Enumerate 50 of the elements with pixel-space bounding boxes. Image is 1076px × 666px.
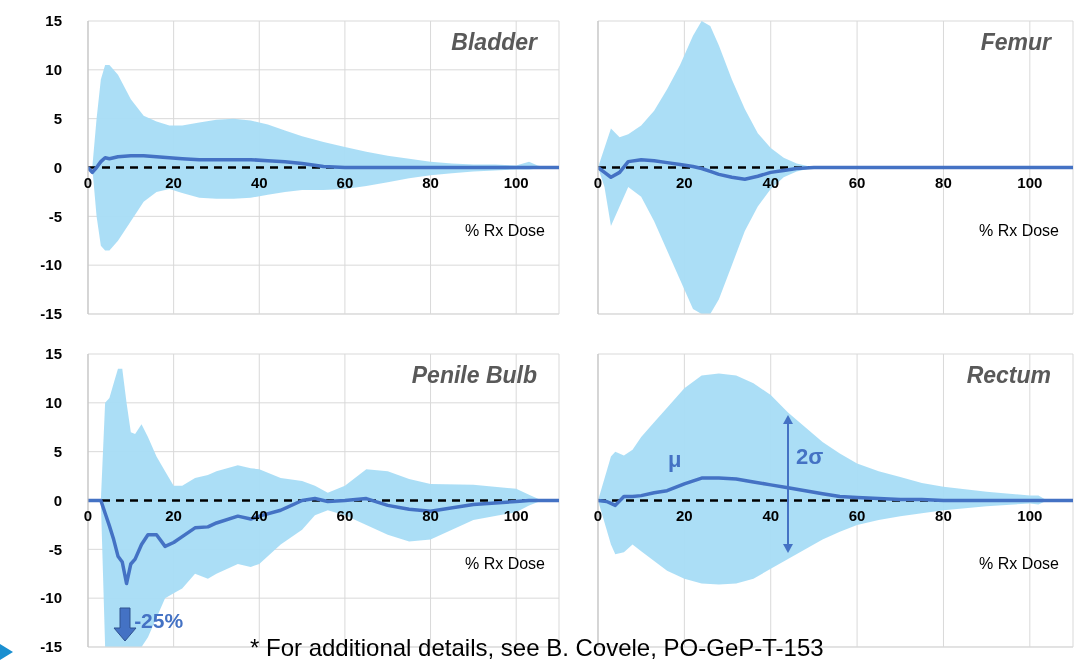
y-tick-label: 15 (45, 345, 62, 363)
x-tick-label: 80 (422, 506, 439, 524)
x-tick-label: 100 (503, 173, 529, 191)
x-tick-label: 20 (676, 506, 693, 524)
x-tick-label: 100 (1017, 173, 1043, 191)
x-tick-label: 20 (165, 173, 182, 191)
y-tick-label: 15 (45, 12, 62, 30)
chart-title: Femur (980, 29, 1051, 56)
chart-title: Rectum (966, 362, 1051, 389)
x-tick-label: 40 (762, 506, 780, 524)
x-tick-label: 0 (83, 506, 93, 524)
x-tick-label: 60 (336, 506, 354, 524)
y-tick-label: -15 (40, 305, 62, 323)
annotation: 2σ (796, 444, 824, 470)
y-tick-label: -10 (40, 256, 62, 274)
x-tick-label: 60 (336, 173, 354, 191)
x-tick-label: 20 (676, 173, 693, 191)
y-tick-label: 5 (53, 442, 62, 460)
x-axis-title: % Rx Dose (464, 222, 545, 241)
chart-title: Penile Bulb (411, 362, 537, 389)
annotation: μ (668, 447, 682, 473)
annotation: * For additional details, see B. Covele, PO-GeP-T-153 (250, 634, 824, 662)
y-tick-label: -10 (40, 589, 62, 607)
y-tick-label: 0 (53, 158, 62, 176)
x-tick-label: 40 (762, 173, 780, 191)
x-tick-label: 100 (1017, 506, 1043, 524)
x-tick-label: 60 (848, 173, 866, 191)
chart-title: Bladder (451, 29, 537, 56)
y-tick-label: 5 (53, 109, 62, 127)
y-tick-label: -5 (48, 540, 62, 558)
x-tick-label: 0 (593, 506, 603, 524)
x-tick-label: 80 (935, 173, 952, 191)
x-axis-title: % Rx Dose (978, 222, 1059, 241)
y-tick-label: 0 (53, 491, 62, 509)
x-tick-label: 40 (250, 173, 268, 191)
x-axis-title: % Rx Dose (978, 555, 1059, 574)
y-tick-label: 10 (45, 61, 62, 79)
annotation: -25% (134, 608, 184, 633)
x-tick-label: 0 (593, 173, 603, 191)
x-tick-label: 40 (250, 506, 268, 524)
x-tick-label: 20 (165, 506, 182, 524)
y-tick-label: 10 (45, 394, 62, 412)
x-tick-label: 80 (422, 173, 439, 191)
y-tick-label: -15 (40, 638, 62, 656)
x-axis-title: % Rx Dose (464, 555, 545, 574)
y-tick-label: -5 (48, 207, 62, 225)
x-tick-label: 80 (935, 506, 952, 524)
x-tick-label: 100 (503, 506, 529, 524)
x-tick-label: 60 (848, 506, 866, 524)
x-tick-label: 0 (83, 173, 93, 191)
